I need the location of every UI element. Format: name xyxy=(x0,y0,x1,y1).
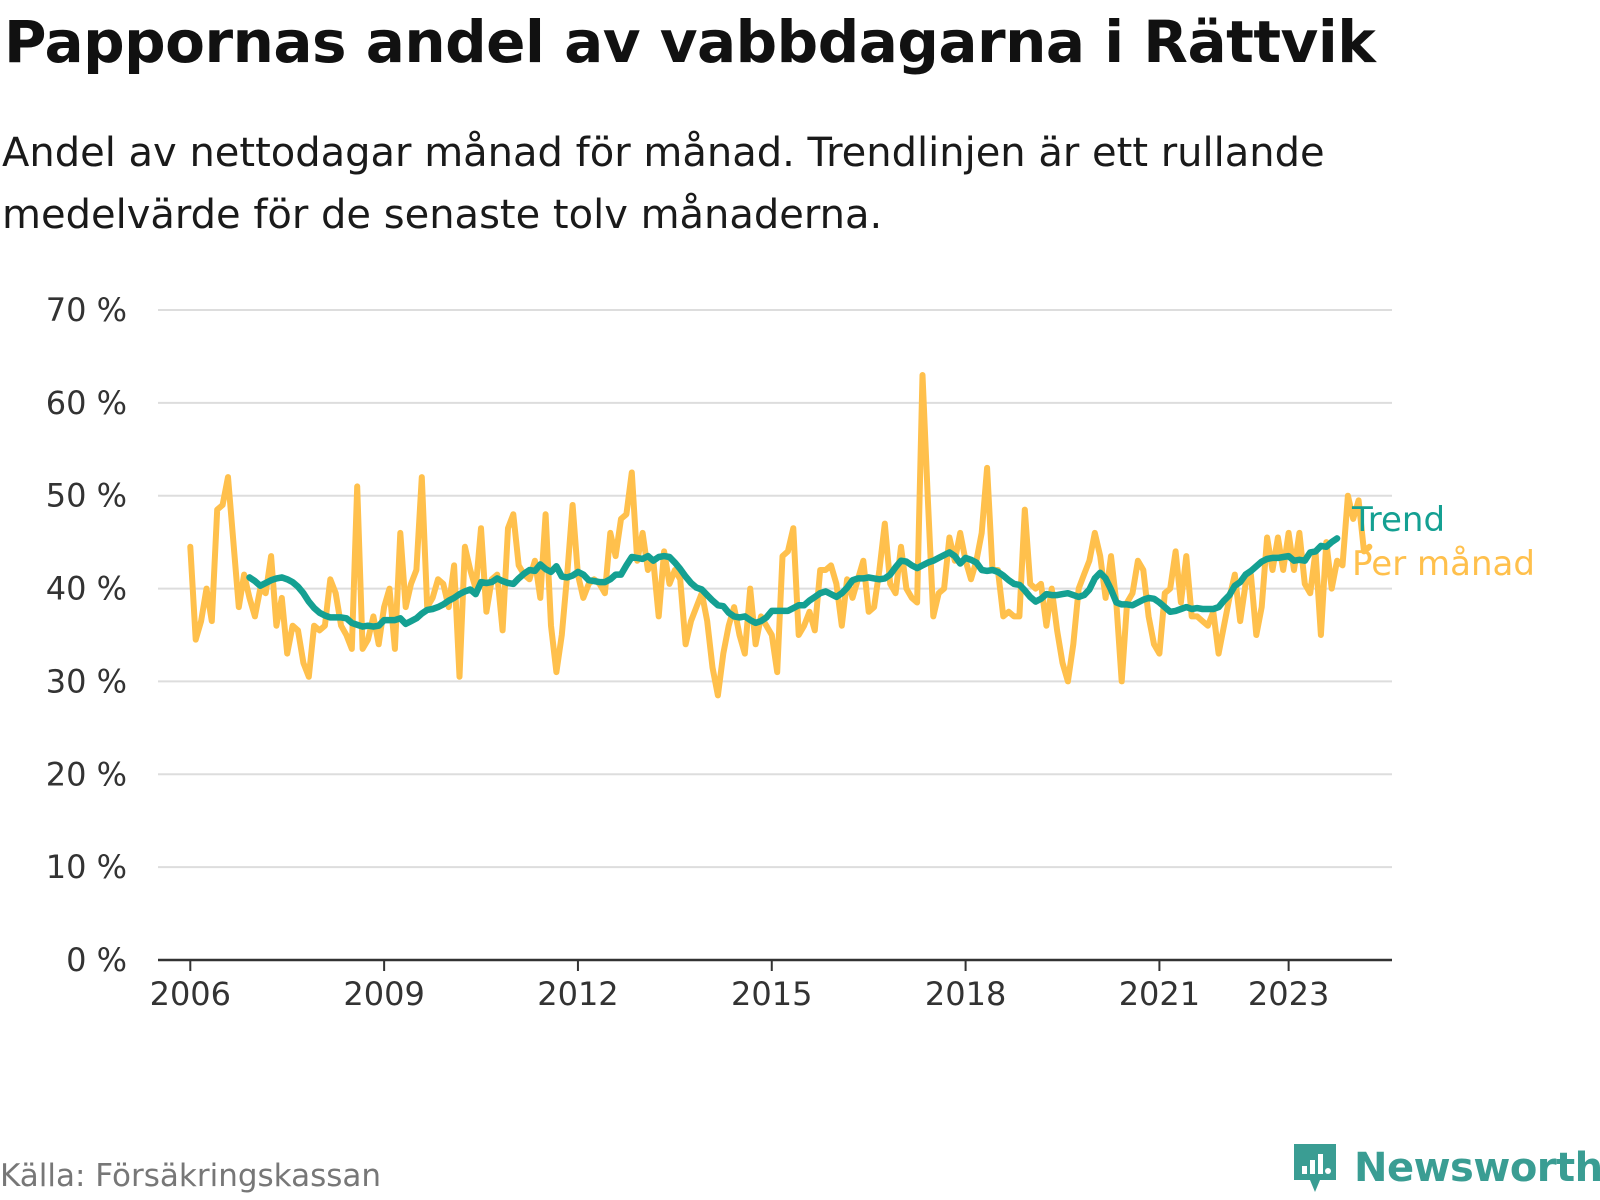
x-tick-label: 2012 xyxy=(537,975,618,1013)
x-tick-label: 2021 xyxy=(1119,975,1200,1013)
source-note: Källa: Försäkringskassan xyxy=(0,1158,382,1194)
y-tick-label: 50 % xyxy=(46,477,127,515)
series-line-trend xyxy=(246,535,1341,630)
x-tick-label: 2015 xyxy=(731,975,812,1013)
y-tick-label: 20 % xyxy=(46,755,127,793)
legend-label-trend: Trend xyxy=(1351,500,1445,540)
chart-subtitle: Andel av nettodagar månad för månad. Tre… xyxy=(2,130,1325,238)
brand-logo: Newsworthy xyxy=(1290,1140,1600,1196)
y-tick-label: 40 % xyxy=(46,570,127,608)
newsworthy-logo-icon xyxy=(1294,1144,1336,1192)
x-axis-ticks: 2006 2009 2012 2015 2018 2021 2023 xyxy=(150,960,1329,1013)
x-tick-label: 2009 xyxy=(343,975,424,1013)
y-axis-ticks: 0 % 10 % 20 % 30 % 40 % 50 % 60 % 70 % xyxy=(46,291,127,979)
y-tick-label: 0 % xyxy=(66,941,127,979)
y-tick-label: 30 % xyxy=(46,662,127,700)
x-tick-label: 2023 xyxy=(1248,975,1329,1013)
chart-title: Pappornas andel av vabbdagarna i Rättvik xyxy=(4,8,1376,76)
x-tick-label: 2006 xyxy=(150,975,231,1013)
line-chart: 0 % 10 % 20 % 30 % 40 % 50 % 60 % 70 % 2006 2009… xyxy=(46,291,1535,1013)
brand-name: Newsworthy xyxy=(1354,1145,1600,1191)
legend-label-per-manad: Per månad xyxy=(1352,544,1535,584)
x-tick-label: 2018 xyxy=(925,975,1006,1013)
y-tick-label: 60 % xyxy=(46,384,127,422)
series-line-per-manad xyxy=(187,372,1373,699)
gridlines xyxy=(158,309,1392,869)
y-tick-label: 70 % xyxy=(46,291,127,329)
series-group xyxy=(187,372,1373,699)
y-tick-label: 10 % xyxy=(46,848,127,886)
